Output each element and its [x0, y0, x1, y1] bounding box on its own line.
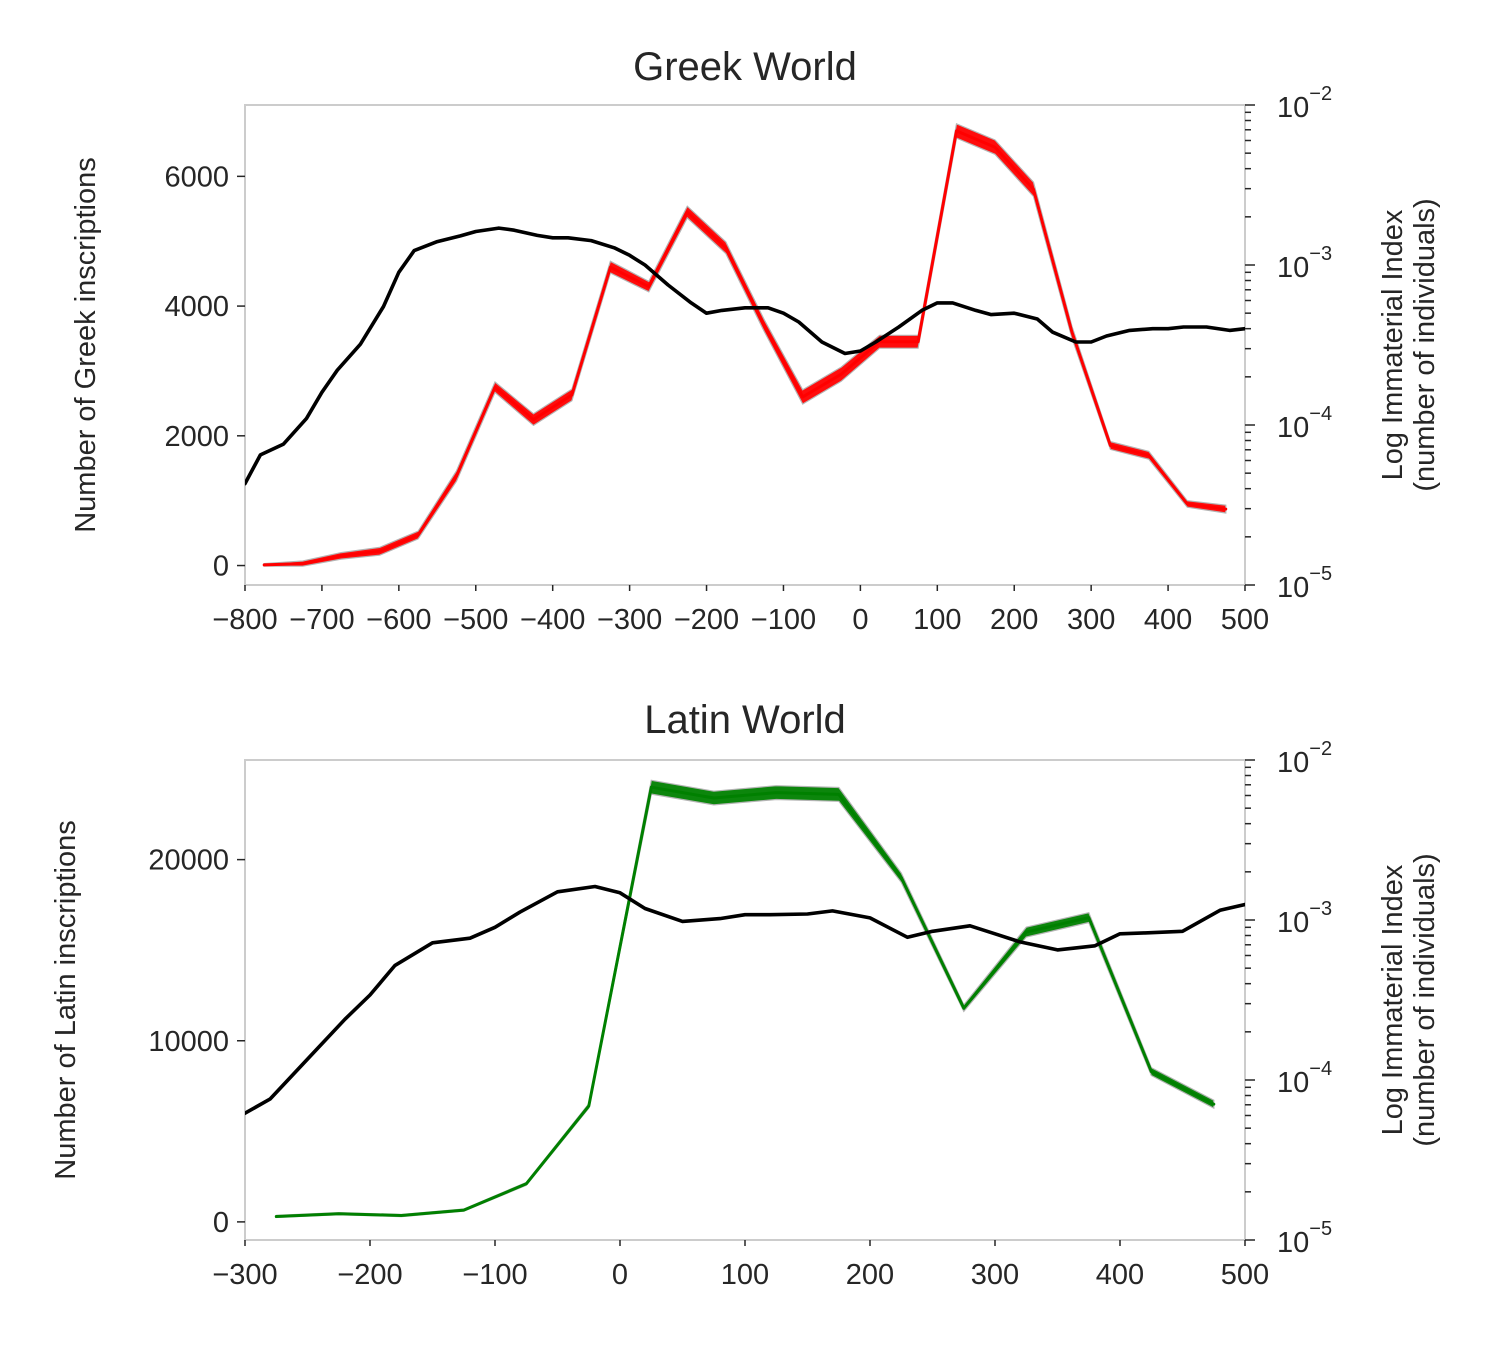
series-2-line	[245, 226, 1245, 486]
x-tick-label: 200	[990, 604, 1038, 636]
y2-tick-label: 10−4	[1277, 1058, 1332, 1099]
series-1	[262, 122, 1228, 567]
y2-tick-label: 10−3	[1277, 898, 1332, 939]
x-tick-label: −300	[212, 1259, 277, 1291]
x-tick-label: −300	[597, 604, 662, 636]
y2-tick-label: 10−3	[1277, 243, 1332, 284]
series-1	[274, 779, 1216, 1219]
x-tick-label: −200	[337, 1259, 402, 1291]
x-tick-label: 100	[913, 604, 961, 636]
y-tick-label: 6000	[164, 161, 229, 193]
chart-title: Greek World	[633, 45, 857, 89]
y2-axis-label: Log Immaterial Index(number of individua…	[1377, 853, 1441, 1146]
series-1-band	[263, 122, 1227, 567]
series-2-line	[245, 884, 1245, 1115]
y-tick-label: 20000	[148, 845, 229, 877]
x-tick-label: 300	[971, 1259, 1019, 1291]
y2-tick-exponent: −5	[1309, 563, 1332, 585]
x-tick-label: 0	[612, 1259, 628, 1291]
y2-axis-label-line: Log Immaterial Index	[1377, 864, 1409, 1135]
y2-tick-exponent: −2	[1309, 83, 1332, 105]
y2-tick-exponent: −3	[1309, 243, 1332, 265]
series-1-line	[262, 129, 1228, 567]
y-tick-label: 0	[213, 1207, 229, 1239]
y2-tick-exponent: −5	[1309, 1218, 1332, 1240]
series-1-line	[274, 785, 1216, 1218]
x-tick-label: −100	[751, 604, 816, 636]
x-tick-label: −500	[443, 604, 508, 636]
chart-panel-2: Latin World 0 10000 20000 −300 −200 −100 0 100 20…	[50, 698, 1441, 1291]
y-axis-label: Number of Greek inscriptions	[70, 157, 102, 533]
y-tick-label: 2000	[164, 421, 229, 453]
x-tick-label: 300	[1067, 604, 1115, 636]
x-tick-label: 400	[1096, 1259, 1144, 1291]
y2-tick-label: 10−2	[1277, 83, 1332, 124]
y2-tick-exponent: −3	[1309, 898, 1332, 920]
x-tick-label: 500	[1221, 604, 1269, 636]
y2-tick-label: 10−5	[1277, 563, 1332, 604]
x-tick-label: 0	[852, 604, 868, 636]
y2-axis-label-line: (number of individuals)	[1409, 853, 1441, 1146]
y2-axis-label-line: Log Immaterial Index	[1377, 209, 1409, 480]
plot-frame	[244, 759, 1246, 1241]
y2-tick-exponent: −4	[1309, 403, 1332, 425]
x-tick-label: −400	[520, 604, 585, 636]
x-tick-label: −600	[366, 604, 431, 636]
y-tick-label: 4000	[164, 291, 229, 323]
x-tick-label: −200	[674, 604, 739, 636]
y-axis-label: Number of Latin inscriptions	[50, 820, 82, 1179]
y2-axis-label-line: (number of individuals)	[1409, 198, 1441, 491]
x-tick-label: 100	[721, 1259, 769, 1291]
y-tick-label: 0	[213, 551, 229, 583]
y2-tick-exponent: −2	[1309, 738, 1332, 760]
plot-area	[245, 779, 1245, 1219]
y2-axis-label: Log Immaterial Index(number of individua…	[1377, 198, 1441, 491]
y2-tick-label: 10−2	[1277, 738, 1332, 779]
series-1-band	[275, 779, 1215, 1219]
plot-frame	[244, 104, 1246, 586]
x-tick-label: −100	[462, 1259, 527, 1291]
chart-title: Latin World	[644, 698, 846, 742]
series-2	[245, 884, 1245, 1115]
y2-tick-label: 10−4	[1277, 403, 1332, 444]
y-tick-label: 10000	[148, 1026, 229, 1058]
y2-tick-label: 10−5	[1277, 1218, 1332, 1259]
y2-tick-exponent: −4	[1309, 1058, 1332, 1080]
x-tick-label: −800	[212, 604, 277, 636]
x-tick-label: −700	[289, 604, 354, 636]
x-tick-label: 500	[1221, 1259, 1269, 1291]
x-tick-label: 400	[1144, 604, 1192, 636]
plot-area	[245, 122, 1245, 567]
x-tick-label: 200	[846, 1259, 894, 1291]
series-2	[245, 226, 1245, 486]
